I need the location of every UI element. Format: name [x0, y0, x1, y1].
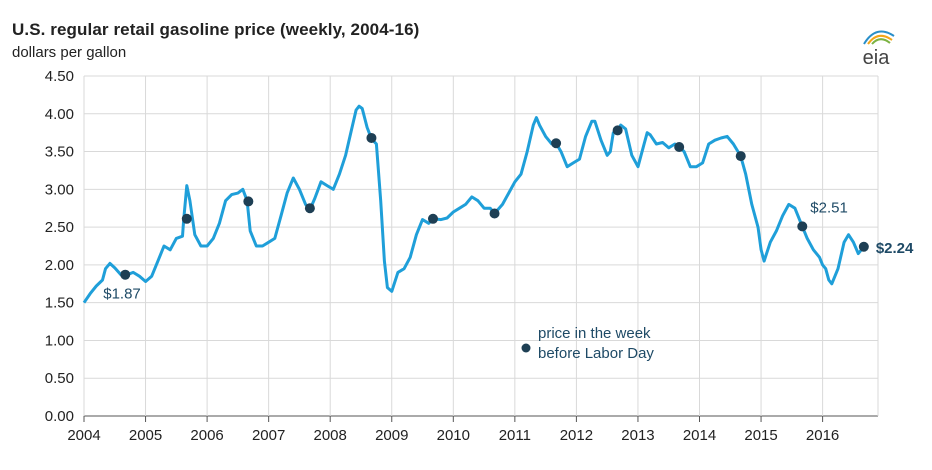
labor-day-point — [304, 203, 315, 214]
labor-day-point — [735, 151, 746, 162]
labor-day-point — [797, 221, 808, 232]
y-tick-label: 0.50 — [45, 370, 74, 387]
x-tick-label: 2016 — [806, 427, 839, 444]
chart-title: U.S. regular retail gasoline price (week… — [12, 20, 420, 39]
annotation-label: $1.87 — [103, 286, 141, 303]
eia-logo-text: eia — [863, 47, 891, 68]
x-tick-label: 2011 — [499, 427, 531, 444]
labor-day-point — [120, 269, 131, 280]
grid-lines — [83, 75, 879, 417]
x-tick-label: 2010 — [437, 427, 470, 444]
y-tick-label: 2.00 — [45, 257, 74, 274]
y-tick-label: 3.50 — [45, 144, 74, 161]
price-series — [82, 104, 865, 304]
chart-subtitle: dollars per gallon — [12, 44, 127, 61]
labor-day-markers — [120, 125, 869, 280]
x-tick-label: 2008 — [314, 427, 347, 444]
labor-day-point — [427, 213, 438, 224]
x-tick-label: 2013 — [621, 427, 654, 444]
legend-marker — [521, 343, 531, 353]
legend-label: before Labor Day — [538, 345, 654, 362]
price-line — [82, 104, 865, 304]
labor-day-point — [489, 208, 500, 219]
labor-day-point — [674, 142, 685, 153]
x-tick-label: 2012 — [560, 427, 593, 444]
y-tick-label: 3.00 — [45, 181, 74, 198]
y-tick-label: 1.50 — [45, 295, 74, 312]
annotation-label: $2.24 — [876, 240, 914, 257]
annotations: $1.87 $2.51 $2.24 — [103, 199, 914, 302]
x-tick-label: 2006 — [190, 427, 223, 444]
x-tick-label: 2005 — [129, 427, 162, 444]
labor-day-point — [858, 241, 869, 252]
eia-logo-arc-2 — [867, 34, 893, 45]
y-tick-label: 1.00 — [45, 332, 74, 349]
legend: price in the week before Labor Day — [521, 325, 654, 362]
y-tick-label: 0.00 — [45, 408, 74, 425]
labor-day-point — [181, 213, 192, 224]
labor-day-point — [551, 138, 562, 149]
legend-label: price in the week — [538, 325, 651, 342]
axes: 0.00 0.50 1.00 1.50 2.00 2.50 3.00 3.50 4.00 4.50… — [45, 68, 839, 444]
x-tick-label: 2009 — [375, 427, 408, 444]
labor-day-point — [612, 125, 623, 136]
labor-day-point — [366, 132, 377, 143]
x-tick-label: 2015 — [744, 427, 777, 444]
x-tick-label: 2007 — [252, 427, 285, 444]
y-tick-label: 2.50 — [45, 219, 74, 236]
eia-logo-arc-1 — [863, 30, 895, 45]
labor-day-point — [243, 196, 254, 207]
x-tick-label: 2014 — [683, 427, 716, 444]
annotation-label: $2.51 — [810, 199, 848, 216]
x-tick-label: 2004 — [67, 427, 100, 444]
eia-logo: eia — [863, 30, 895, 68]
y-tick-label: 4.00 — [45, 106, 74, 123]
y-tick-label: 4.50 — [45, 68, 74, 85]
eia-logo-arc-3 — [871, 38, 891, 45]
